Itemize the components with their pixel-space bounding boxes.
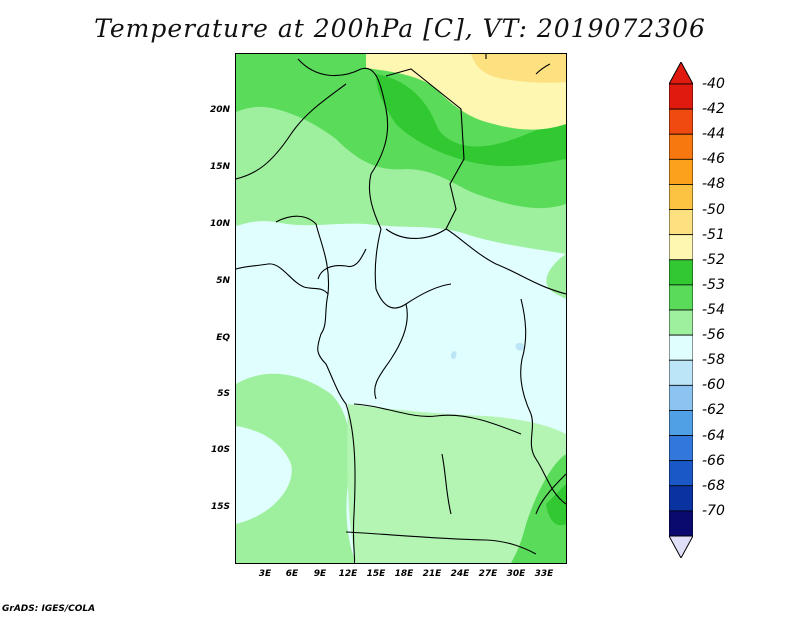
colorbar [668,60,694,560]
colorbar-label: -70 [702,502,725,519]
colorbar-segment [668,108,694,135]
zone-minus-53-south [347,404,566,563]
colorbar-segment [668,510,694,537]
colorbar-segment [668,460,694,487]
x-tick-label: 3E [258,569,272,579]
x-tick-label: 24E [450,569,470,579]
colorbar-label: -56 [702,327,725,344]
colorbar-svg [668,60,694,560]
map-svg [236,54,566,563]
y-tick-label: EQ [216,333,230,343]
colorbar-label: -53 [702,276,725,293]
y-tick-label: 5N [216,276,230,286]
zone-minus-51-north [376,74,566,167]
x-tick-label: 30E [506,569,526,579]
x-tick-label: 18E [394,569,414,579]
chart-title: Temperature at 200hPa [C], VT: 201907230… [94,14,706,43]
zone-minus-53-east [546,254,566,299]
y-tick-label: 15S [210,502,230,512]
lake-patch [450,351,457,360]
colorbar-segment [668,234,694,261]
zone-minus-48 [471,54,566,83]
colorbar-label: -48 [702,176,725,193]
x-tick-label: 27E [478,569,498,579]
y-tick-label: 5S [217,389,230,399]
colorbar-segment [668,83,694,110]
colorbar-bottom-arrow [668,535,694,560]
colorbar-label: -52 [702,251,725,268]
colorbar-segment [668,384,694,411]
colorbar-label: -60 [702,377,725,394]
y-tick-label: 15N [209,162,230,172]
x-tick-label: 9E [313,569,327,579]
colorbar-segment [668,158,694,185]
colorbar-segment [668,284,694,311]
colorbar-segment [668,259,694,286]
colorbar-segment [668,209,694,236]
colorbar-label: -62 [702,402,725,419]
temperature-map [236,54,566,563]
x-tick-label: 33E [534,569,554,579]
colorbar-label: -68 [702,477,725,494]
colorbar-segment [668,309,694,336]
zone-minus-51-southeast [546,484,566,526]
colorbar-segment [668,359,694,386]
colorbar-label: -66 [702,452,725,469]
colorbar-label: -64 [702,427,725,444]
colorbar-segment [668,435,694,462]
x-tick-label: 21E [422,569,442,579]
colorbar-segment [668,133,694,160]
colorbar-segment [668,485,694,512]
x-tick-label: 15E [366,569,386,579]
y-tick-label: 10S [210,445,230,455]
colorbar-label: -51 [702,226,725,243]
colorbar-top-arrow [668,60,694,85]
colorbar-label: -44 [702,126,725,143]
y-tick-label: 10N [209,219,230,229]
x-tick-label: 6E [285,569,299,579]
colorbar-label: -40 [702,76,725,92]
zone-minus-53-west [236,373,356,563]
colorbar-segment [668,184,694,210]
colorbar-label: -46 [702,151,725,168]
footer-credit: GrADS: IGES/COLA [2,604,96,614]
colorbar-label: -58 [702,352,725,369]
x-tick-label: 12E [338,569,358,579]
boundaries [236,54,566,563]
colorbar-segment [668,334,694,361]
lake-patch [515,342,524,351]
y-tick-label: 20N [209,105,230,115]
colorbar-segment [668,410,694,436]
colorbar-label: -54 [702,302,725,318]
colorbar-label: -42 [702,101,725,118]
colorbar-label: -50 [702,201,725,218]
